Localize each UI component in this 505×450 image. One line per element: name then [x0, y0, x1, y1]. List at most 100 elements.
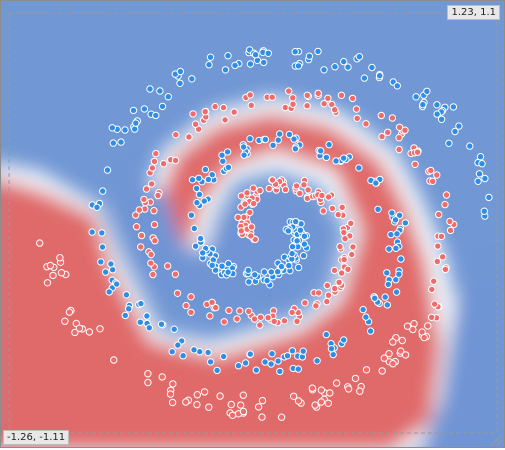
data-point: [252, 366, 261, 374]
data-point: [164, 262, 172, 270]
data-point: [413, 148, 422, 156]
data-point: [109, 139, 118, 147]
data-point: [324, 399, 332, 407]
data-point: [241, 200, 249, 208]
data-point: [136, 318, 145, 326]
data-point: [193, 198, 201, 207]
data-point: [340, 57, 348, 66]
data-point: [433, 171, 441, 179]
data-point: [378, 132, 386, 141]
data-point: [288, 308, 296, 317]
data-point: [251, 271, 259, 279]
data-point: [356, 387, 364, 395]
data-point: [339, 154, 348, 162]
data-point: [206, 358, 215, 366]
data-point: [200, 388, 209, 396]
data-point: [234, 362, 243, 370]
data-point: [331, 106, 339, 114]
data-point: [303, 102, 311, 110]
data-point: [36, 239, 44, 247]
data-point: [281, 185, 290, 194]
data-point: [188, 176, 197, 184]
data-point: [225, 306, 233, 315]
data-point: [331, 62, 339, 71]
data-point: [285, 87, 293, 95]
data-point: [247, 232, 255, 240]
data-point: [439, 253, 447, 261]
data-point: [268, 93, 276, 101]
data-point: [355, 164, 363, 172]
data-point: [150, 157, 159, 166]
data-point: [140, 195, 148, 204]
data-point: [288, 243, 297, 251]
resize-grip-icon[interactable]: [492, 435, 502, 445]
data-point: [351, 374, 360, 383]
data-point: [434, 242, 442, 250]
data-point: [190, 224, 199, 233]
data-point: [292, 182, 301, 190]
data-point: [122, 291, 131, 299]
data-point: [300, 240, 309, 248]
data-point: [293, 317, 301, 325]
data-point: [388, 114, 397, 122]
data-point: [353, 114, 361, 123]
data-point: [149, 270, 157, 279]
data-point: [98, 229, 106, 237]
data-point: [385, 350, 393, 358]
data-point: [97, 258, 105, 266]
data-point: [274, 136, 282, 144]
data-point: [277, 413, 286, 421]
data-point: [146, 85, 154, 93]
data-point: [221, 66, 230, 74]
data-point: [304, 186, 312, 194]
data-point: [150, 207, 158, 215]
data-point: [137, 299, 145, 308]
data-point: [227, 400, 236, 409]
data-point: [230, 108, 238, 116]
data-point: [88, 228, 96, 236]
data-point: [189, 110, 197, 118]
data-point: [455, 122, 463, 130]
data-point: [466, 142, 474, 150]
data-point: [371, 294, 379, 302]
data-point: [158, 102, 167, 111]
data-point: [151, 237, 159, 245]
data-point: [224, 259, 233, 268]
data-point: [387, 230, 395, 239]
data-point: [395, 123, 404, 132]
data-point: [267, 268, 275, 276]
data-point: [446, 226, 455, 235]
data-point: [291, 145, 300, 153]
data-point: [385, 245, 393, 253]
data-point: [299, 251, 308, 260]
data-point: [256, 186, 264, 195]
data-point: [327, 345, 336, 353]
data-point: [362, 120, 370, 128]
data-point: [85, 328, 94, 336]
data-point: [478, 160, 486, 168]
data-point: [293, 237, 301, 245]
data-point: [260, 58, 268, 67]
data-point: [187, 211, 196, 219]
data-point: [391, 216, 400, 224]
data-point: [420, 333, 428, 342]
data-point: [320, 100, 328, 108]
data-point: [268, 350, 276, 358]
data-point: [228, 411, 237, 419]
data-point: [190, 346, 198, 354]
data-point: [288, 347, 297, 355]
data-point: [294, 397, 303, 405]
data-point: [348, 94, 357, 103]
data-point: [323, 297, 331, 306]
data-point: [288, 249, 296, 258]
data-point: [424, 322, 432, 330]
data-point: [113, 280, 121, 288]
data-point: [366, 327, 375, 335]
data-point: [300, 181, 308, 189]
data-point: [325, 140, 333, 149]
data-point: [199, 249, 207, 257]
data-point: [344, 385, 353, 393]
data-point: [392, 244, 400, 253]
